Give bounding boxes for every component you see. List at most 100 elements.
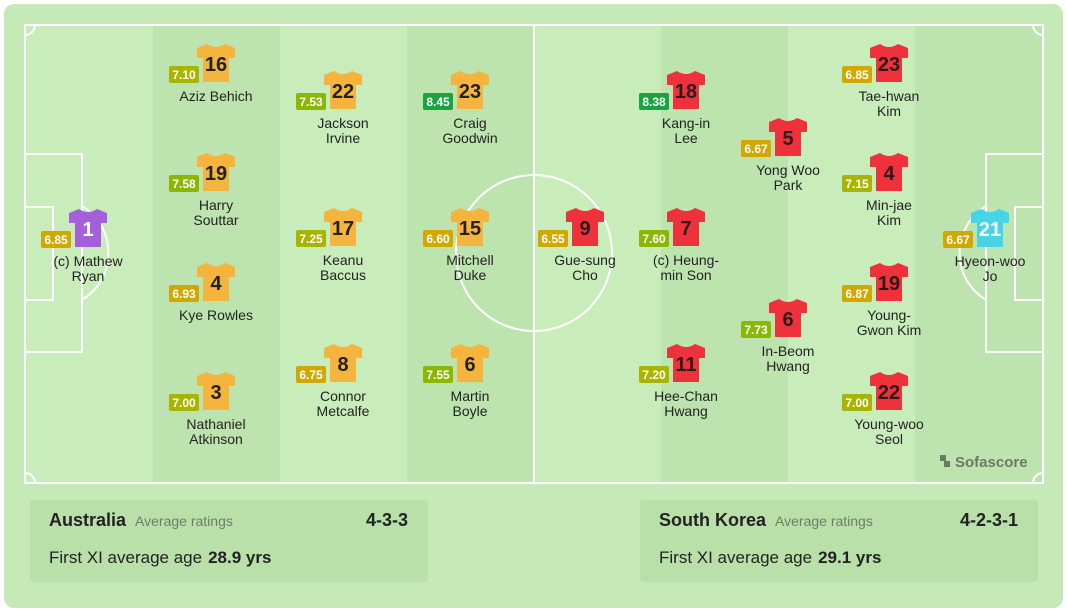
jersey (324, 71, 362, 109)
player-name: Gwon Kim (857, 322, 922, 338)
rating-badge (639, 93, 669, 110)
player-name: Jo (983, 268, 998, 284)
player-name: Cho (572, 267, 598, 283)
shirt-number: 6 (464, 354, 475, 376)
player-name: Martin (451, 388, 490, 404)
rating-badge (41, 231, 71, 248)
player-name: Keanu (323, 252, 363, 268)
jersey (324, 208, 362, 246)
player-name: (c) Mathew (53, 253, 123, 269)
rating: 6.85 (44, 233, 68, 247)
player-name: Kang-in (662, 115, 710, 131)
rating: 6.75 (299, 368, 323, 382)
rating: 7.53 (299, 95, 323, 109)
player-name: Hyeon-woo (955, 253, 1026, 269)
rating-badge (423, 230, 453, 247)
rating-badge (169, 285, 199, 302)
player-name: Kye Rowles (179, 307, 253, 323)
shirt-number: 18 (675, 81, 697, 103)
team-title: South Korea Average ratings (659, 510, 873, 531)
player-name: Baccus (320, 267, 366, 283)
team-panel: Australia Average ratings 4-3-3 First XI… (30, 500, 428, 582)
rating: 6.87 (845, 287, 869, 301)
player-name: Metcalfe (317, 403, 370, 419)
rating-badge (842, 394, 872, 411)
shirt-number: 19 (205, 163, 227, 185)
shirt-number: 23 (459, 81, 481, 103)
rating-badge (639, 230, 669, 247)
shirt-number: 11 (675, 354, 696, 376)
shirt-number: 7 (680, 218, 691, 240)
ratings-label: Average ratings (775, 513, 873, 529)
jersey (667, 344, 705, 382)
player-name: (c) Heung- (653, 252, 719, 268)
jersey (870, 44, 908, 82)
jersey (769, 299, 807, 337)
jersey (451, 71, 489, 109)
shirt-number: 4 (210, 273, 222, 295)
player-name: Hee-Chan (654, 388, 718, 404)
jersey (451, 208, 489, 246)
player-name: Seol (875, 431, 903, 447)
player-name: Kim (877, 212, 901, 228)
jersey (769, 118, 807, 156)
rating: 7.00 (845, 396, 869, 410)
shirt-number: 15 (459, 218, 481, 240)
jersey (971, 209, 1009, 247)
age-value: 29.1 yrs (818, 548, 882, 567)
player-name: In-Beom (762, 343, 815, 359)
rating-badge (169, 175, 199, 192)
player-name: Nathaniel (186, 416, 245, 432)
shirt-number: 22 (878, 382, 900, 404)
rating-badge (296, 366, 326, 383)
jersey (69, 209, 107, 247)
rating: 7.60 (642, 232, 666, 246)
player-name: Young-woo (854, 416, 924, 432)
rating-badge (943, 231, 973, 248)
jersey (197, 372, 235, 410)
player-name: Craig (453, 115, 486, 131)
rating: 7.73 (744, 323, 768, 337)
player-name: Boyle (452, 403, 487, 419)
rating-badge (842, 66, 872, 83)
rating-badge (741, 140, 771, 157)
age-value: 28.9 yrs (208, 548, 272, 567)
shirt-number: 1 (82, 219, 93, 241)
player-name: min Son (660, 267, 711, 283)
rating: 6.85 (845, 68, 869, 82)
player-name: Harry (199, 197, 233, 213)
jersey (324, 344, 362, 382)
player: 19 6.87 Young-Gwon Kim (842, 263, 921, 338)
rating-badge (842, 285, 872, 302)
player-name: Souttar (193, 212, 238, 228)
player-name: Lee (674, 130, 698, 146)
rating: 6.60 (426, 232, 450, 246)
shirt-number: 17 (332, 218, 354, 240)
team-panel: South Korea Average ratings 4-2-3-1 Firs… (640, 500, 1038, 582)
jersey (197, 153, 235, 191)
shirt-number: 8 (337, 354, 348, 376)
age-row: First XI average age 29.1 yrs (659, 548, 881, 568)
player-name: Hwang (664, 403, 708, 419)
rating: 6.67 (744, 142, 768, 156)
formation: 4-2-3-1 (959, 510, 1018, 530)
player-name: Jackson (317, 115, 368, 131)
player-name: Aziz Behich (179, 88, 252, 104)
age-row: First XI average age 28.9 yrs (49, 548, 271, 568)
jersey (197, 44, 235, 82)
jersey (870, 263, 908, 301)
rating-badge (741, 321, 771, 338)
